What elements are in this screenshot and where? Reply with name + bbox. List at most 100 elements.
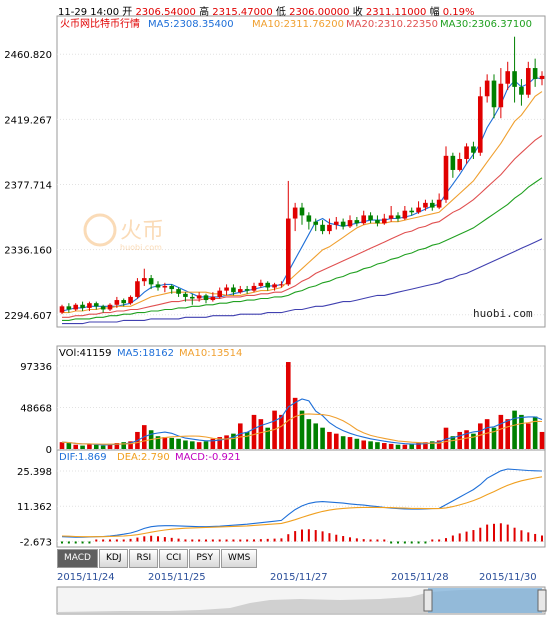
close-label: 收	[352, 7, 363, 18]
candle-body	[429, 202, 435, 208]
macd-histogram-bar	[273, 538, 276, 542]
navigator-right-handle[interactable]	[537, 589, 547, 612]
price-axis: 2460.820 2419.267 2377.714 2336.160 2294.607	[4, 50, 52, 322]
volume-bar	[436, 440, 442, 449]
volume-tick-label: 97336	[20, 362, 52, 373]
candle-body	[361, 215, 367, 224]
tab-wms[interactable]: WMS	[220, 549, 258, 568]
candle-body	[347, 220, 353, 227]
huobi-watermark: 火币 huobi.com	[83, 213, 164, 252]
price-layer	[59, 36, 545, 325]
macd-legend: DIF:1.869 DEA:2.790 MACD:-0.921	[59, 452, 241, 463]
volume-bar	[73, 444, 79, 449]
candle-body	[443, 155, 449, 200]
candle-body	[320, 224, 325, 232]
macd-histogram-bar	[136, 537, 139, 542]
navigator-left-handle[interactable]	[423, 589, 433, 612]
tab-rsi[interactable]: RSI	[129, 549, 159, 568]
volume-bar	[388, 443, 394, 449]
macd-histogram-bar	[520, 530, 523, 542]
date-axis: 2015/11/24 2015/11/25 2015/11/27 2015/11…	[57, 572, 545, 585]
macd-histogram-bar	[129, 538, 132, 542]
volume-bar	[354, 438, 360, 449]
huobi-logo-subtext: huobi.com	[120, 243, 162, 252]
tab-cci[interactable]: CCI	[159, 549, 189, 568]
candle-body	[73, 304, 79, 310]
volume-bar	[429, 441, 435, 449]
macd-histogram-bar	[355, 538, 358, 542]
macd-histogram-bar	[266, 538, 269, 542]
navigator-selection[interactable]	[428, 588, 542, 613]
macd-histogram-bar	[61, 541, 63, 544]
tab-kdj[interactable]: KDJ	[98, 549, 129, 568]
macd-histogram-bar	[513, 527, 516, 542]
candle-body	[224, 287, 229, 291]
volume-bar	[203, 441, 209, 449]
volume-bar	[464, 430, 469, 449]
volume-bar	[217, 437, 223, 449]
volume-ma10-line	[61, 413, 543, 445]
volume-bar	[327, 431, 332, 449]
volume-bar	[121, 442, 127, 449]
volume-bar	[340, 436, 346, 449]
macd-histogram-bar	[232, 539, 235, 542]
volume-bar	[93, 444, 99, 449]
volume-bar	[525, 423, 531, 449]
candle-body	[93, 303, 99, 307]
volume-bar	[285, 362, 291, 449]
volume-bar	[375, 442, 380, 449]
volume-bar	[100, 445, 106, 449]
dea-legend: DEA:2.790	[117, 452, 170, 463]
volume-bar	[368, 441, 373, 449]
candle-body	[66, 306, 72, 310]
macd-axis: 25.398 11.362 -2.673	[17, 467, 52, 548]
date-label: 2015/11/25	[148, 572, 206, 583]
volume-bar	[265, 427, 271, 449]
candle-body	[381, 218, 387, 224]
candle-body	[272, 284, 277, 288]
candle-body	[237, 289, 243, 293]
volume-bar	[450, 436, 456, 449]
macd-histogram-bar	[150, 535, 153, 542]
volume-bar	[244, 431, 250, 449]
macd-histogram-bar	[369, 539, 372, 542]
candle-body	[484, 80, 490, 97]
volume-bar	[320, 427, 325, 449]
macd-histogram-bar	[431, 539, 434, 542]
tab-macd[interactable]: MACD	[57, 549, 98, 568]
macd-histogram-bar	[314, 530, 317, 542]
macd-histogram-bar	[486, 524, 489, 542]
volume-bar	[176, 438, 181, 449]
volume-bar	[306, 419, 312, 449]
macd-histogram-bar	[390, 541, 393, 544]
tab-psy[interactable]: PSY	[189, 549, 220, 568]
volume-bar	[532, 416, 538, 449]
change-label: 幅	[429, 7, 440, 18]
macd-histogram-bar	[499, 523, 502, 542]
macd-histogram-bar	[472, 530, 475, 542]
macd-histogram-bar	[81, 541, 84, 544]
volume-bar	[402, 444, 408, 449]
candle-body	[532, 68, 538, 80]
candle-body	[196, 295, 202, 299]
macd-histogram-bar	[163, 537, 166, 542]
volume-bar	[292, 397, 298, 449]
low-value: 2306.00000	[289, 7, 350, 18]
macd-histogram-bar	[294, 531, 297, 542]
dif-line	[61, 468, 543, 538]
macd-histogram-bar	[170, 537, 173, 542]
ma5-line	[61, 76, 543, 312]
volume-bar	[183, 440, 188, 449]
volume-tick-label: 0	[46, 445, 52, 456]
candle-body	[162, 285, 168, 288]
ma5-legend: MA5:2308.35400	[148, 19, 234, 30]
macd-histogram-bar	[534, 533, 537, 542]
huobi-logo-text: 火币	[120, 219, 164, 244]
volume-bar	[519, 414, 524, 449]
candle-body	[299, 207, 305, 216]
candle-body	[107, 304, 113, 310]
volume-bar	[196, 442, 202, 449]
candle-body	[251, 285, 257, 291]
candle-body	[183, 293, 188, 297]
macd-histogram-bar	[246, 539, 249, 542]
